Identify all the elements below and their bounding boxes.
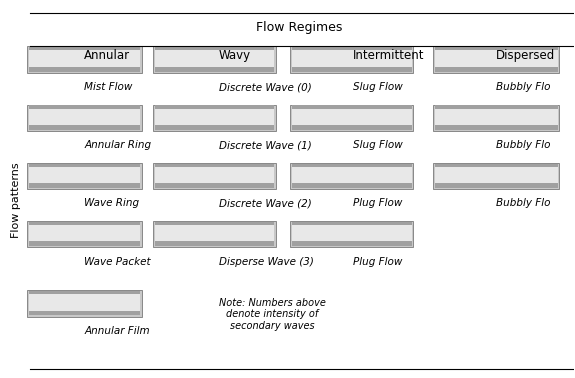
Text: Discrete Wave (0): Discrete Wave (0) xyxy=(219,82,312,92)
FancyBboxPatch shape xyxy=(27,163,141,189)
FancyBboxPatch shape xyxy=(435,67,558,71)
Text: Slug Flow: Slug Flow xyxy=(353,82,403,92)
Text: Annular: Annular xyxy=(85,49,131,62)
FancyBboxPatch shape xyxy=(27,290,141,317)
FancyBboxPatch shape xyxy=(153,221,276,247)
Text: Annular Film: Annular Film xyxy=(85,326,150,336)
FancyBboxPatch shape xyxy=(292,49,412,67)
FancyBboxPatch shape xyxy=(290,163,413,189)
FancyBboxPatch shape xyxy=(290,105,413,131)
FancyBboxPatch shape xyxy=(29,311,140,316)
FancyBboxPatch shape xyxy=(292,166,412,183)
FancyBboxPatch shape xyxy=(29,291,140,294)
FancyBboxPatch shape xyxy=(435,49,558,67)
Text: Dispersed: Dispersed xyxy=(496,49,555,62)
Text: Mist Flow: Mist Flow xyxy=(85,82,133,92)
Text: Discrete Wave (1): Discrete Wave (1) xyxy=(219,140,312,150)
FancyBboxPatch shape xyxy=(155,241,274,246)
FancyBboxPatch shape xyxy=(290,221,413,247)
FancyBboxPatch shape xyxy=(155,166,274,183)
FancyBboxPatch shape xyxy=(153,105,276,131)
FancyBboxPatch shape xyxy=(27,221,141,247)
FancyBboxPatch shape xyxy=(29,224,140,241)
FancyBboxPatch shape xyxy=(435,166,558,183)
Text: Discrete Wave (2): Discrete Wave (2) xyxy=(219,198,312,208)
FancyBboxPatch shape xyxy=(155,49,274,67)
FancyBboxPatch shape xyxy=(29,105,140,108)
Text: Bubbly Flo: Bubbly Flo xyxy=(496,82,551,92)
Text: Plug Flow: Plug Flow xyxy=(353,257,402,266)
FancyBboxPatch shape xyxy=(292,105,412,108)
FancyBboxPatch shape xyxy=(292,222,412,225)
FancyBboxPatch shape xyxy=(155,183,274,188)
Text: Plug Flow: Plug Flow xyxy=(353,198,402,208)
FancyBboxPatch shape xyxy=(292,125,412,130)
FancyBboxPatch shape xyxy=(435,183,558,188)
FancyBboxPatch shape xyxy=(292,183,412,188)
FancyBboxPatch shape xyxy=(27,46,141,73)
FancyBboxPatch shape xyxy=(435,105,558,108)
Text: Flow patterns: Flow patterns xyxy=(11,163,21,238)
Text: Wave Packet: Wave Packet xyxy=(85,257,151,266)
FancyBboxPatch shape xyxy=(435,164,558,167)
FancyBboxPatch shape xyxy=(29,164,140,167)
FancyBboxPatch shape xyxy=(434,163,559,189)
FancyBboxPatch shape xyxy=(435,47,558,50)
FancyBboxPatch shape xyxy=(155,224,274,241)
FancyBboxPatch shape xyxy=(29,67,140,71)
FancyBboxPatch shape xyxy=(155,164,274,167)
FancyBboxPatch shape xyxy=(290,46,413,73)
FancyBboxPatch shape xyxy=(29,222,140,225)
FancyBboxPatch shape xyxy=(434,105,559,131)
FancyBboxPatch shape xyxy=(292,164,412,167)
FancyBboxPatch shape xyxy=(292,224,412,241)
FancyBboxPatch shape xyxy=(153,46,276,73)
FancyBboxPatch shape xyxy=(435,107,558,125)
FancyBboxPatch shape xyxy=(29,47,140,50)
FancyBboxPatch shape xyxy=(155,67,274,71)
FancyBboxPatch shape xyxy=(292,107,412,125)
FancyBboxPatch shape xyxy=(153,163,276,189)
Text: Intermittent: Intermittent xyxy=(353,49,425,62)
FancyBboxPatch shape xyxy=(29,241,140,246)
FancyBboxPatch shape xyxy=(155,125,274,130)
Text: Disperse Wave (3): Disperse Wave (3) xyxy=(219,257,314,266)
FancyBboxPatch shape xyxy=(292,67,412,71)
FancyBboxPatch shape xyxy=(292,47,412,50)
FancyBboxPatch shape xyxy=(155,222,274,225)
FancyBboxPatch shape xyxy=(27,105,141,131)
Text: Wavy: Wavy xyxy=(219,49,251,62)
FancyBboxPatch shape xyxy=(29,183,140,188)
FancyBboxPatch shape xyxy=(155,107,274,125)
Text: Note: Numbers above
denote intensity of
secondary waves: Note: Numbers above denote intensity of … xyxy=(219,298,325,331)
FancyBboxPatch shape xyxy=(29,107,140,125)
Text: Wave Ring: Wave Ring xyxy=(85,198,140,208)
Text: Bubbly Flo: Bubbly Flo xyxy=(496,198,551,208)
FancyBboxPatch shape xyxy=(292,241,412,246)
Text: Slug Flow: Slug Flow xyxy=(353,140,403,150)
FancyBboxPatch shape xyxy=(29,293,140,311)
FancyBboxPatch shape xyxy=(29,166,140,183)
FancyBboxPatch shape xyxy=(155,105,274,108)
FancyBboxPatch shape xyxy=(435,125,558,130)
FancyBboxPatch shape xyxy=(29,125,140,130)
FancyBboxPatch shape xyxy=(29,49,140,67)
Text: Annular Ring: Annular Ring xyxy=(85,140,151,150)
FancyBboxPatch shape xyxy=(155,47,274,50)
FancyBboxPatch shape xyxy=(434,46,559,73)
Text: Bubbly Flo: Bubbly Flo xyxy=(496,140,551,150)
Text: Flow Regimes: Flow Regimes xyxy=(256,21,342,34)
